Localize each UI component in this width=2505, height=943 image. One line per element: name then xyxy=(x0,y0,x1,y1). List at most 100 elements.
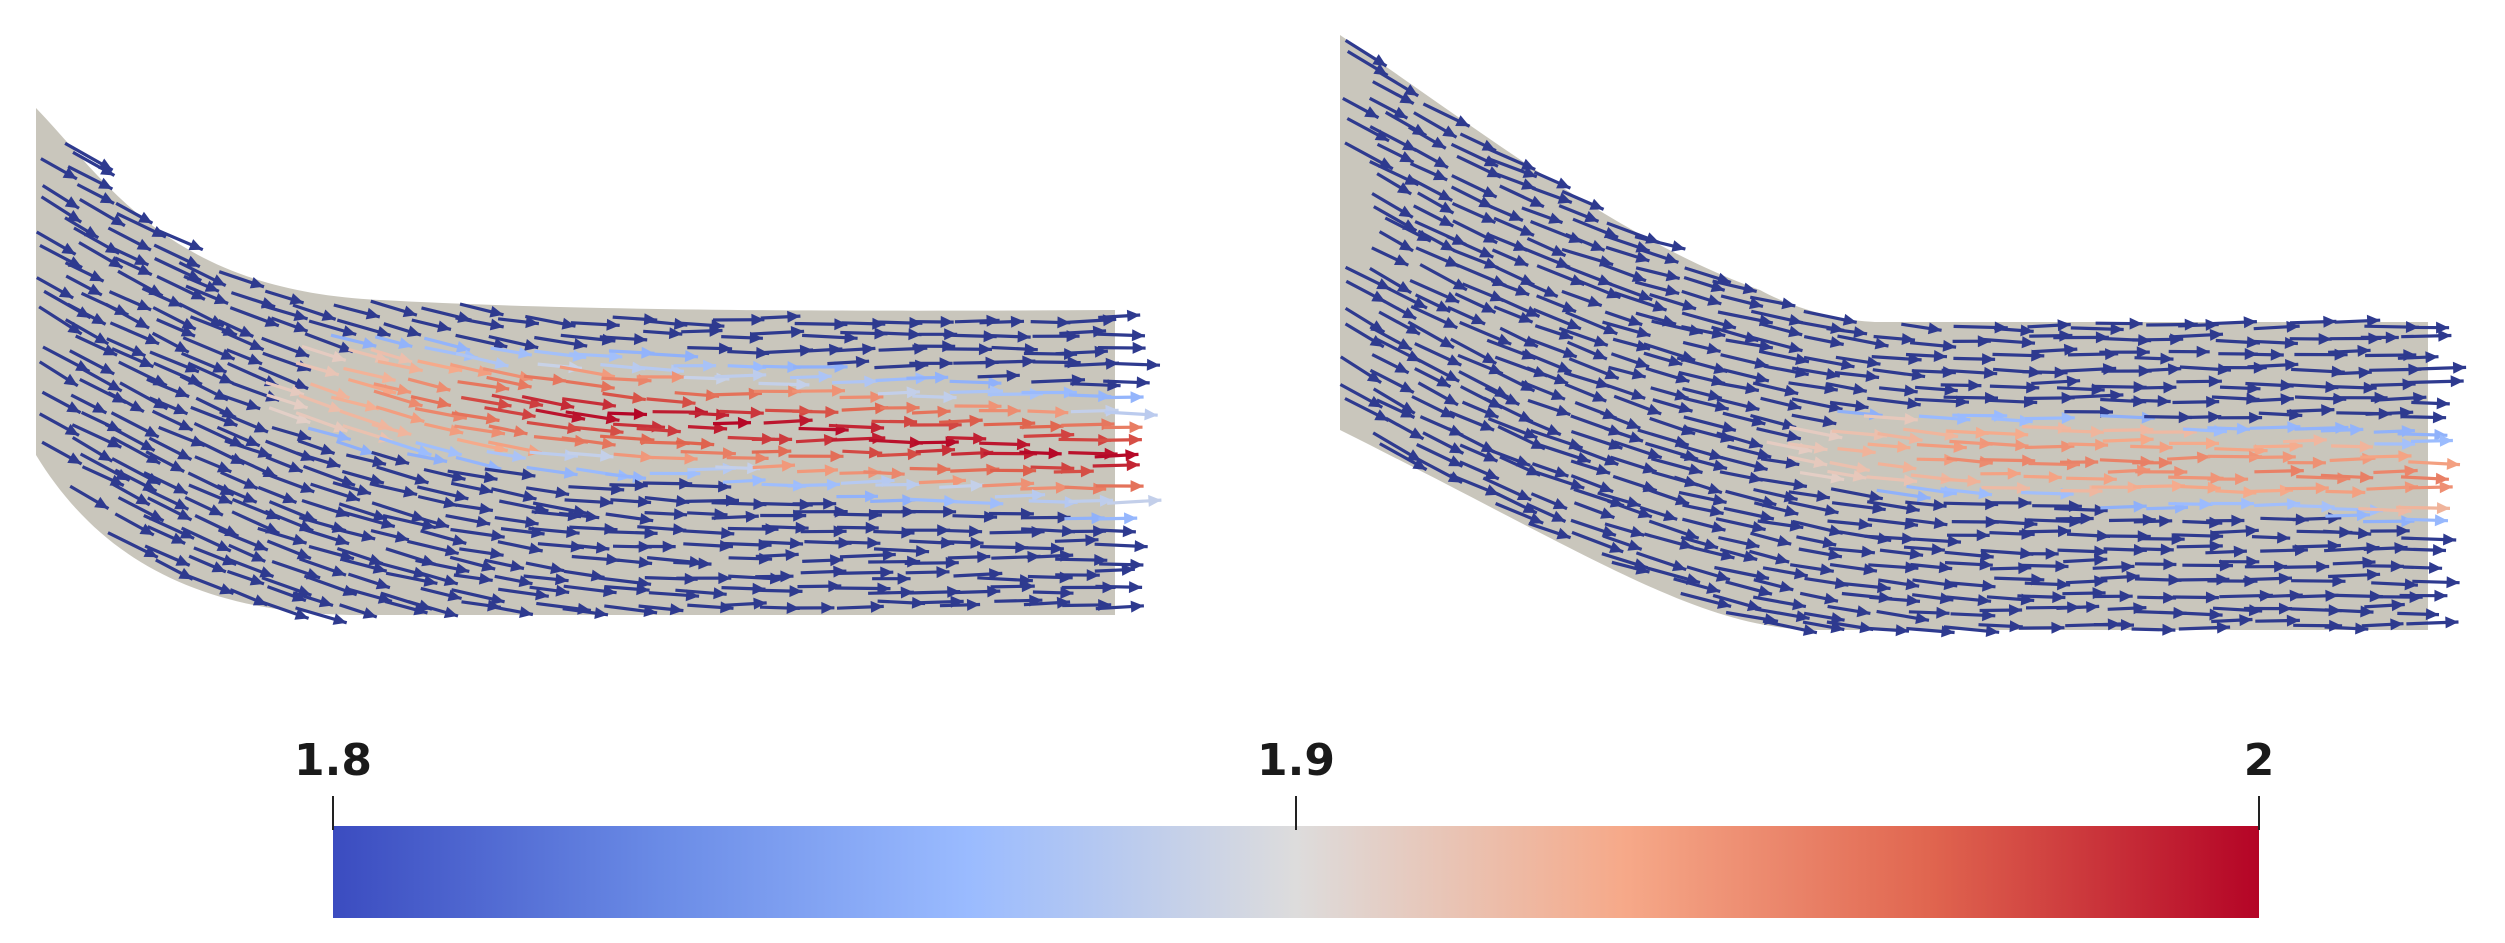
arrow-head xyxy=(1635,241,1650,253)
arrow-head xyxy=(136,238,151,251)
left-vector-field xyxy=(35,108,1162,625)
arrow-head xyxy=(595,541,610,554)
arrow-head xyxy=(867,536,881,549)
arrow-head xyxy=(1405,322,1420,335)
arrow-head xyxy=(1748,437,1763,449)
arrow-head xyxy=(174,386,190,398)
arrow-head xyxy=(249,574,264,586)
arrow-head xyxy=(257,446,272,458)
arrow-head xyxy=(1852,470,1867,482)
arrow-head xyxy=(1482,186,1497,198)
arrow-head xyxy=(2020,324,2034,337)
arrow-head xyxy=(1749,297,1763,310)
arrow-head xyxy=(63,373,78,386)
arrow-head xyxy=(1080,465,1094,478)
arrow-head xyxy=(521,408,536,421)
arrow-head xyxy=(2356,509,2370,522)
arrow-head xyxy=(289,385,304,397)
arrow-head xyxy=(139,523,154,535)
arrow-head xyxy=(2022,454,2036,467)
arrow-head xyxy=(1665,284,1680,297)
arrow-head xyxy=(1861,545,1875,558)
arrow-head xyxy=(943,391,957,404)
arrow-head xyxy=(1829,336,1844,348)
arrow-head xyxy=(1546,424,1561,435)
arrow-head xyxy=(1757,585,1772,597)
arrow-head xyxy=(952,475,966,487)
arrow-head xyxy=(1598,481,1614,493)
arrow-head xyxy=(510,559,524,572)
arrow-head xyxy=(1520,158,1536,170)
arrow-head xyxy=(1717,597,1732,609)
arrow-head xyxy=(512,450,526,462)
arrow-head xyxy=(1933,517,1948,529)
arrow-head xyxy=(528,542,543,555)
arrow-head xyxy=(1397,338,1412,350)
arrow-head xyxy=(1086,569,1100,582)
arrow-head xyxy=(174,498,189,510)
arrow-head xyxy=(1136,376,1150,389)
arrow-head xyxy=(2286,498,2301,510)
arrow-head xyxy=(1981,353,1996,366)
arrow-head xyxy=(2209,608,2223,621)
arrow-head xyxy=(1129,421,1143,434)
arrow-head xyxy=(789,537,804,550)
arrow-head xyxy=(1508,209,1523,221)
arrow-head xyxy=(2312,456,2326,469)
arrow-head xyxy=(1636,326,1651,338)
arrow-head xyxy=(1397,182,1412,194)
arrow-head xyxy=(1953,440,1967,453)
arrow-head xyxy=(1396,281,1412,293)
arrow-head xyxy=(1576,451,1591,464)
arrow-head xyxy=(253,539,268,551)
arrow-head xyxy=(2279,602,2292,615)
arrow-head xyxy=(2425,351,2439,364)
arrow-head xyxy=(452,534,467,546)
arrow-head xyxy=(1711,327,1726,339)
arrow-head xyxy=(2398,450,2412,463)
arrow-head xyxy=(1516,489,1532,500)
arrow-head xyxy=(1688,463,1703,475)
arrow-head xyxy=(1675,371,1690,384)
arrow-head xyxy=(282,492,297,504)
arrow-head xyxy=(2282,451,2296,464)
arrow-head xyxy=(2015,428,2029,441)
arrow-head xyxy=(1055,481,1069,494)
arrow-head xyxy=(204,280,219,292)
arrow-head xyxy=(1905,561,1919,574)
arrow-head xyxy=(2278,572,2292,585)
arrow-head xyxy=(447,589,462,602)
arrow-head xyxy=(321,309,336,321)
arrow-head xyxy=(679,477,693,490)
arrow-head xyxy=(824,464,838,477)
arrow-head xyxy=(362,337,377,349)
arrow-head xyxy=(2318,333,2332,345)
arrow-head xyxy=(1830,612,1845,624)
arrow-head xyxy=(2045,547,2059,560)
arrow-head xyxy=(2103,473,2117,485)
arrow-head xyxy=(2205,591,2219,604)
arrow-head xyxy=(489,547,504,560)
arrow-head xyxy=(2435,472,2449,485)
arrow-head xyxy=(1784,505,1799,517)
arrow-head xyxy=(2171,480,2185,492)
arrow-head xyxy=(1792,598,1806,611)
arrow-head xyxy=(902,494,916,507)
arrow-head xyxy=(109,474,124,486)
arrow-head xyxy=(2279,484,2293,497)
arrow-head xyxy=(1855,462,1870,474)
arrow-head xyxy=(969,414,983,427)
arrow-head xyxy=(2402,378,2416,391)
arrow-head xyxy=(1897,440,1911,453)
arrow-head xyxy=(2246,555,2260,568)
arrow-head xyxy=(99,362,115,374)
arrow-head xyxy=(1557,361,1572,373)
arrow-head xyxy=(795,521,809,534)
arrow-head xyxy=(131,345,146,356)
arrow-head xyxy=(573,338,588,350)
arrow-head xyxy=(342,325,357,337)
arrow-head xyxy=(1664,252,1679,264)
arrow-head xyxy=(1678,401,1693,414)
arrow-head xyxy=(2443,533,2457,546)
arrow-head xyxy=(1816,490,1830,502)
